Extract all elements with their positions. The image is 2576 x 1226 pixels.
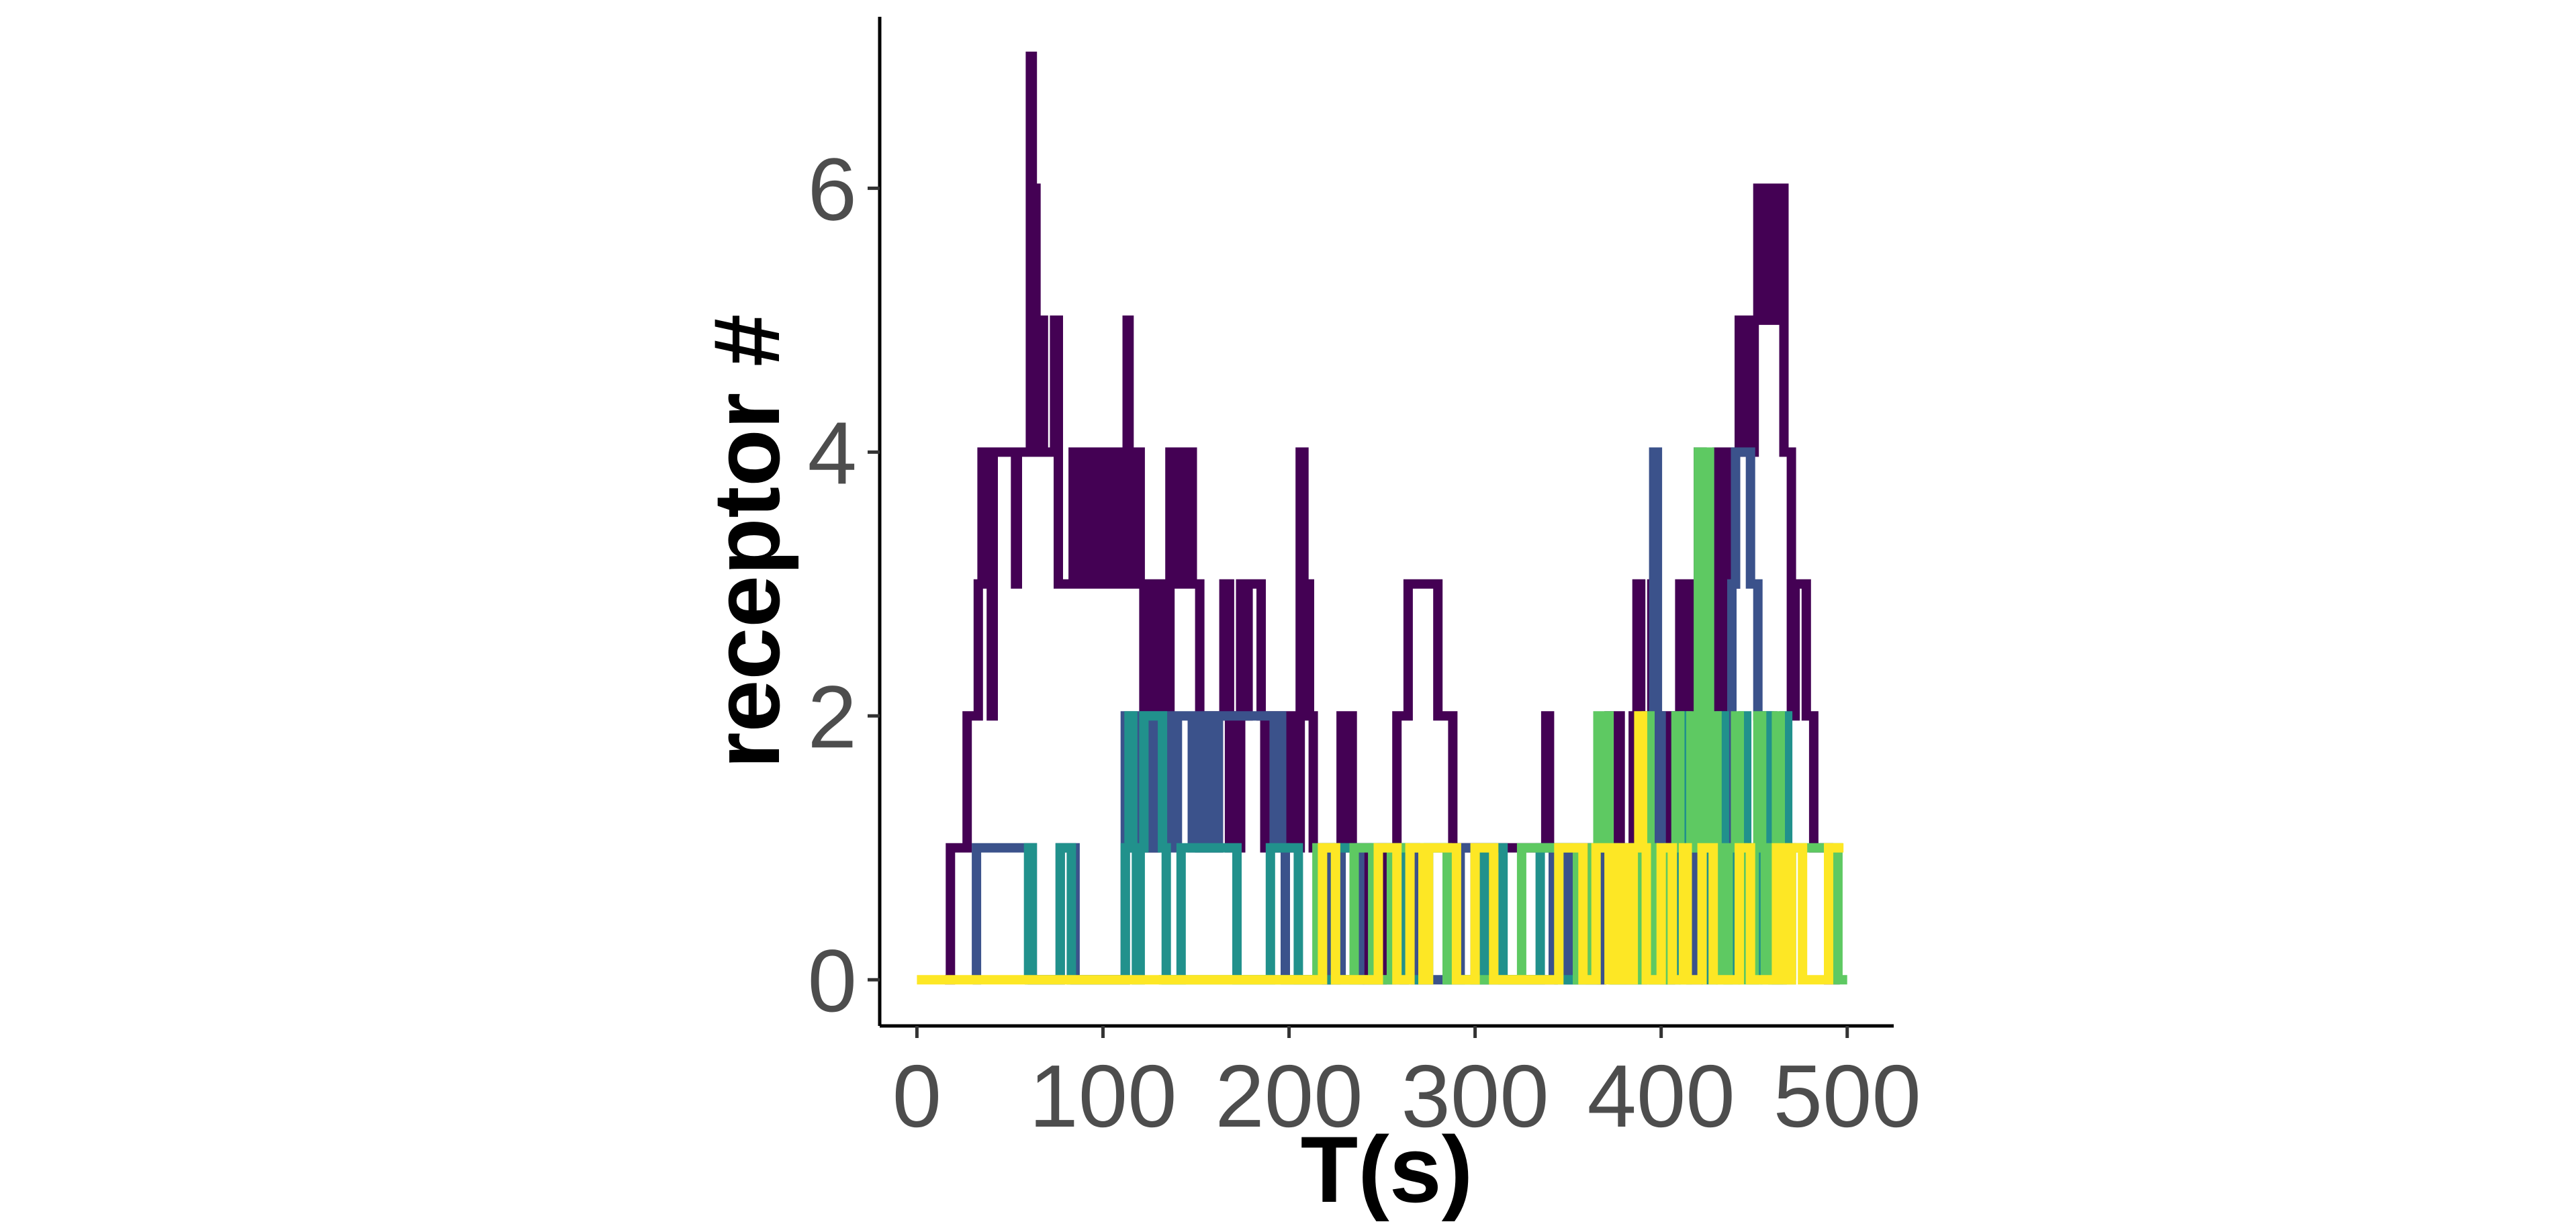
y-tick-label: 2 — [808, 667, 857, 766]
x-tick-label: 500 — [1774, 1047, 1921, 1145]
y-tick-label: 4 — [808, 404, 857, 502]
x-tick-label: 0 — [892, 1047, 941, 1145]
y-tick-label: 6 — [808, 140, 857, 238]
y-axis-title: receptor # — [694, 314, 799, 769]
x-tick-label: 400 — [1588, 1047, 1735, 1145]
x-tick-label: 100 — [1029, 1047, 1177, 1145]
x-tick-label: 300 — [1401, 1047, 1549, 1145]
series-line-5 — [917, 711, 1844, 985]
y-tick-label: 0 — [808, 931, 857, 1030]
ticks-layer: 0 100 200 300 400 500 0 2 4 6 — [808, 140, 1921, 1145]
x-axis-title: T(s) — [1301, 1117, 1473, 1222]
series-layer — [917, 51, 1847, 985]
x-tick-label: 200 — [1215, 1047, 1363, 1145]
